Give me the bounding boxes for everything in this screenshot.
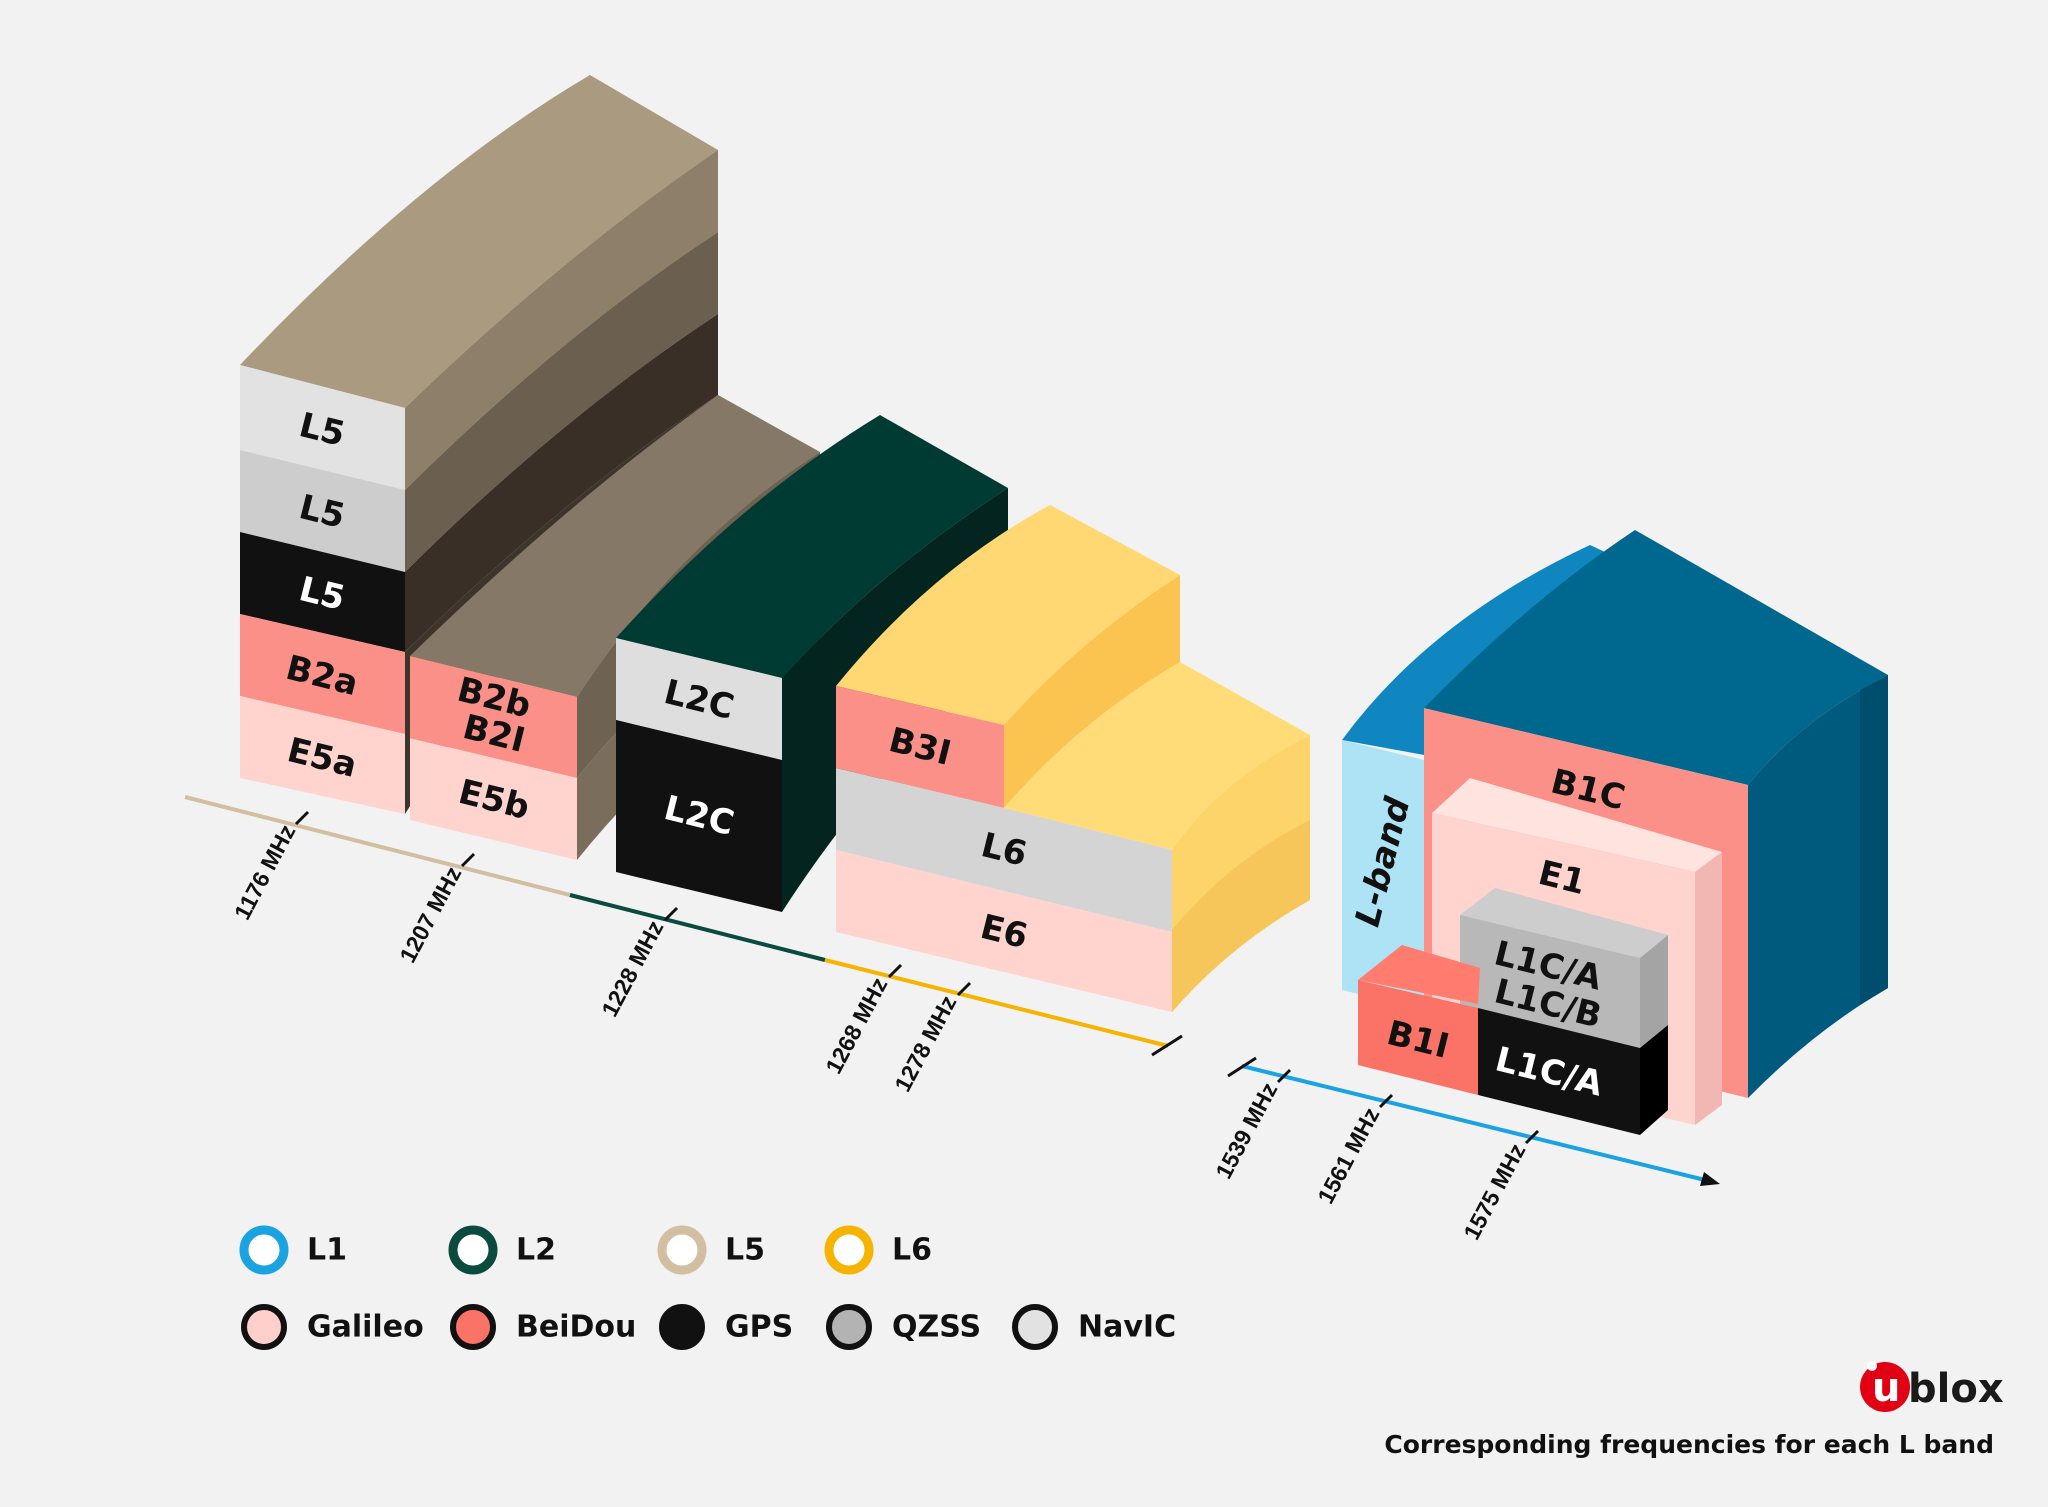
- ublox-logo-text: blox: [1908, 1366, 2004, 1412]
- tick-1539: [1276, 1068, 1292, 1084]
- block-l5-navic: [240, 365, 405, 490]
- legend-dot-qzss-icon: [826, 1304, 872, 1350]
- l6-stack: B3I L6 E6: [836, 505, 1310, 1012]
- block-e1-top: [1432, 778, 1722, 872]
- legend-label-beidou: BeiDou: [516, 1310, 636, 1345]
- block-l1ca-gps: [1478, 1008, 1640, 1135]
- block-l-band: [1342, 740, 1424, 1010]
- e5b-stack-top: [410, 395, 820, 697]
- l5-stack-top: [240, 75, 718, 408]
- l1-shell-side-edge: [1860, 675, 1888, 1005]
- block-e5a: [240, 696, 405, 814]
- legend-item-l6: L6: [824, 1225, 932, 1275]
- legend-ring-l6-icon: [824, 1225, 874, 1275]
- block-b1i: [1358, 980, 1478, 1095]
- axis-segment-l6: [824, 958, 1169, 1048]
- legend-item-l1: L1: [239, 1225, 347, 1275]
- tick-1176: [294, 810, 310, 826]
- ublox-logo: u blox: [1860, 1361, 2004, 1412]
- l2c-stack-top: [616, 415, 1008, 678]
- legend-ring-l2-icon: [448, 1225, 498, 1275]
- axis-start-tick: [1227, 1056, 1257, 1078]
- tick-label-1176: 1176 MHz: [229, 820, 301, 924]
- legend-label-l5: L5: [725, 1233, 765, 1268]
- axis-segment-l5: [184, 795, 571, 897]
- block-l5-gps: [240, 532, 405, 652]
- block-l2c-gps: [616, 720, 782, 912]
- tick-1278: [956, 981, 972, 997]
- tick-label-1207: 1207 MHz: [394, 862, 466, 967]
- block-l1ca-gps-side: [1640, 1025, 1668, 1135]
- ublox-logo-u: u: [1872, 1365, 1900, 1411]
- l6-stack-top-upper: [836, 505, 1180, 725]
- tick-label-1539: 1539 MHz: [1210, 1078, 1282, 1183]
- legend-label-l1: L1: [307, 1233, 347, 1268]
- ublox-logo-dot-icon: [1867, 1361, 1877, 1371]
- ublox-logo-mark-icon: [1860, 1362, 1910, 1412]
- legend-item-beidou: BeiDou: [450, 1304, 636, 1350]
- block-l6: [836, 768, 1172, 932]
- block-l5-qzss: [240, 450, 405, 572]
- l6-stack-side-shade: [1172, 820, 1310, 1012]
- tick-label-1268: 1268 MHz: [820, 973, 892, 1078]
- block-qzss-side: [1640, 935, 1668, 1048]
- legend: L1 L2 L5 L6 Galileo BeiDou GPS QZSS: [239, 1225, 1176, 1350]
- l5-stack-side-mid: [405, 232, 718, 572]
- l6-stack-top-lower: [1004, 662, 1310, 850]
- legend-dot-navic-icon: [1012, 1304, 1058, 1350]
- l1-shell-top: [1424, 530, 1888, 785]
- tick-label-1561: 1561 MHz: [1312, 1103, 1384, 1208]
- legend-label-navic: NavIC: [1078, 1310, 1176, 1345]
- legend-dot-gps-icon: [659, 1304, 705, 1350]
- l1-shell-side: [1748, 675, 1888, 1098]
- l5-stack-side-lower: [405, 314, 718, 652]
- legend-label-gps: GPS: [725, 1310, 793, 1345]
- block-qzss-top: [1460, 888, 1668, 958]
- tick-1268: [887, 963, 903, 979]
- tick-1228: [663, 906, 679, 922]
- block-b2a: [240, 614, 405, 734]
- legend-label-galileo: Galileo: [307, 1310, 424, 1345]
- legend-label-l2: L2: [516, 1233, 556, 1268]
- tick-1575: [1524, 1129, 1540, 1145]
- tick-1561: [1378, 1093, 1394, 1109]
- legend-ring-l5-icon: [657, 1225, 707, 1275]
- legend-dot-beidou-icon: [450, 1304, 496, 1350]
- l5-stack-side-upper: [405, 150, 718, 490]
- figure-caption: Corresponding frequencies for each L ban…: [1384, 1430, 1994, 1459]
- block-e6: [836, 850, 1172, 1012]
- legend-item-navic: NavIC: [1012, 1304, 1176, 1350]
- legend-item-l2: L2: [448, 1225, 556, 1275]
- legend-label-qzss: QZSS: [892, 1310, 981, 1345]
- tick-label-1278: 1278 MHz: [889, 991, 961, 1096]
- legend-item-qzss: QZSS: [826, 1304, 981, 1350]
- legend-item-galileo: Galileo: [241, 1304, 424, 1350]
- block-b3i: [836, 686, 1004, 808]
- block-e5b: [410, 738, 577, 860]
- l6-stack-step-upper: [1004, 575, 1180, 808]
- legend-dot-galileo-icon: [241, 1304, 287, 1350]
- block-l2c-navic: [616, 638, 782, 760]
- legend-label-l6: L6: [892, 1233, 932, 1268]
- legend-ring-l1-icon: [239, 1225, 289, 1275]
- l1-cluster: L-band B1C E1 L1C/A L1C/B B1I L1C/A: [1342, 530, 1888, 1135]
- block-e1-side: [1695, 852, 1722, 1125]
- axis-end-tick: [1151, 1034, 1183, 1057]
- axis-arrow-head: [1700, 1172, 1720, 1186]
- tick-label-1228: 1228 MHz: [596, 916, 668, 1021]
- tick-1207: [460, 852, 476, 868]
- block-b2b-b2i: [410, 656, 577, 778]
- block-b1i-top: [1358, 945, 1480, 1004]
- legend-item-l5: L5: [657, 1225, 765, 1275]
- tick-label-1575: 1575 MHz: [1458, 1139, 1530, 1244]
- axis-segment-l2: [569, 893, 826, 962]
- axis-segment-l1: [1241, 1064, 1706, 1182]
- legend-item-gps: GPS: [659, 1304, 793, 1350]
